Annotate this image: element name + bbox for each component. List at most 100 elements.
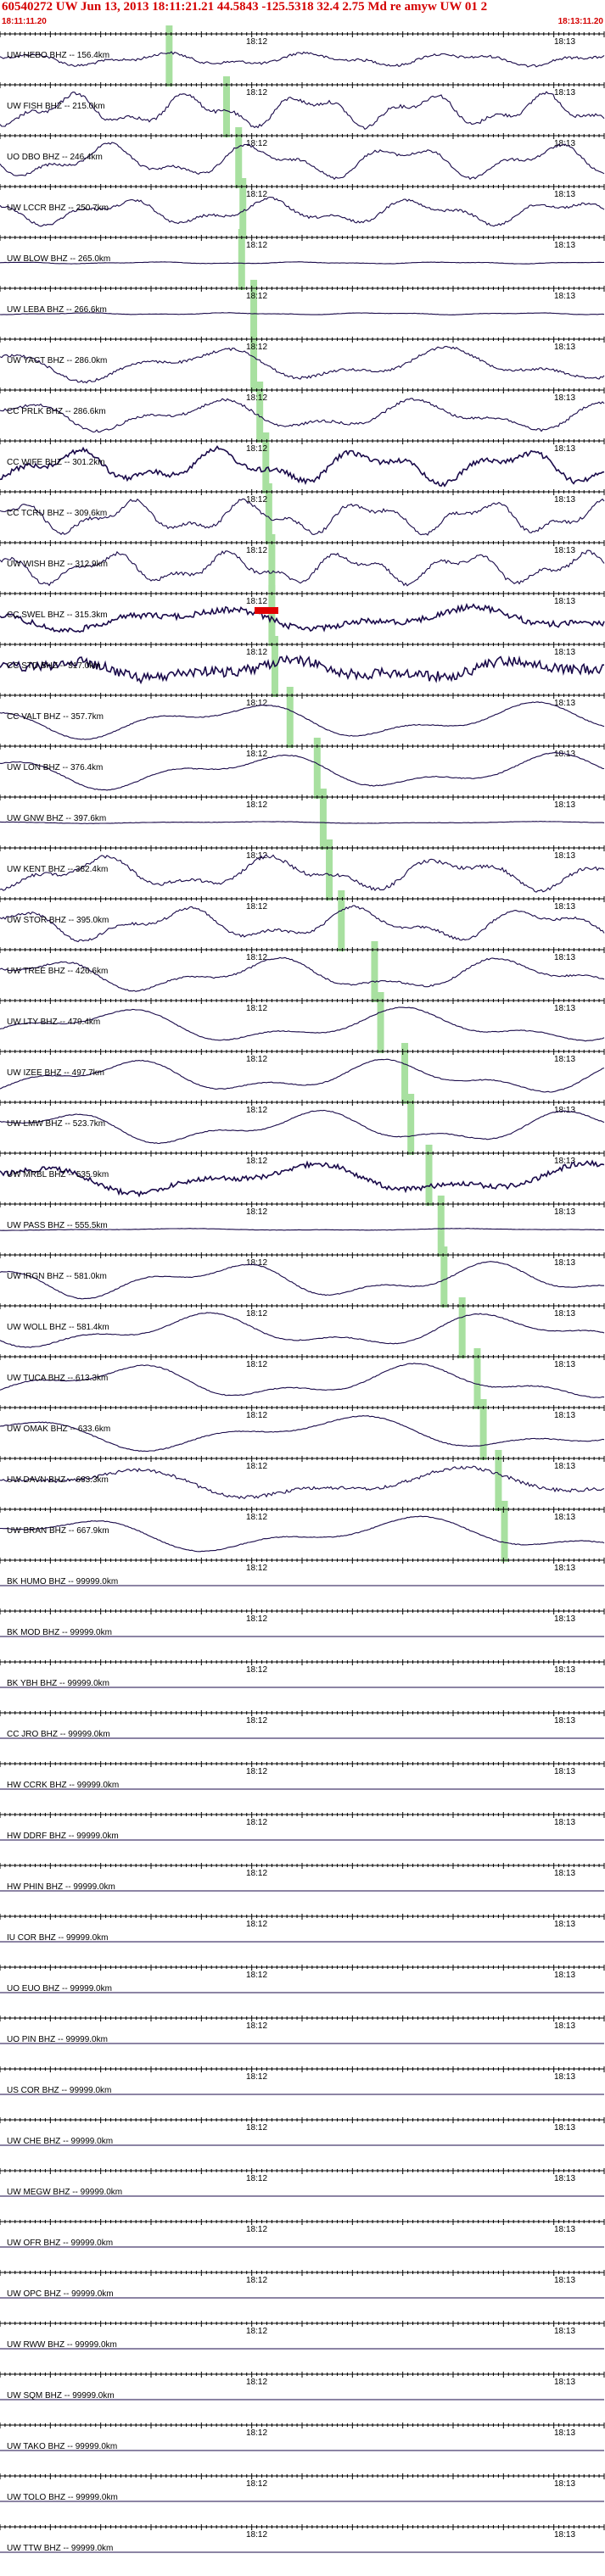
station-row[interactable]: 18:12 18:13 UW LMW BHZ -- 523.7km [0, 1094, 605, 1155]
pick-marker[interactable] [437, 1196, 445, 1257]
station-row[interactable]: 18:12 18:13 UW PASS BHZ -- 555.5km [0, 1196, 605, 1257]
tick-label-mid: 18:12 [246, 851, 267, 861]
station-row[interactable]: 18:12 18:13 UW KENT BHZ -- 382.4km [0, 839, 605, 900]
station-label: UW TUCA BHZ -- 613.3km [7, 1374, 108, 1383]
pick-marker[interactable] [250, 331, 258, 392]
seismogram-panel[interactable]: 18:12 18:13 UW HEBO BHZ -- 156.4km 18:12 18:… [0, 25, 605, 2576]
waveform-trace [0, 1159, 605, 1198]
station-label: UW BLOW BHZ -- 265.0km [7, 254, 110, 264]
tick-label-mid: 18:12 [246, 292, 267, 301]
tick-label-mid: 18:12 [246, 1360, 267, 1369]
station-row[interactable]: 18:12 18:13 UW LEBA BHZ -- 266.6km [0, 280, 605, 341]
pick-marker[interactable] [235, 127, 243, 188]
tick-label-mid: 18:12 [246, 1869, 267, 1878]
pick-marker[interactable] [286, 687, 294, 748]
station-row[interactable]: 18:12 18:13 UW HEBO BHZ -- 156.4km [0, 25, 605, 86]
tick-label-end: 18:13 [554, 597, 575, 606]
pick-marker[interactable] [238, 229, 245, 290]
station-row[interactable]: 18:12 18:13 IU COR BHZ -- 99999.0km [0, 1914, 605, 1943]
tick-label-end: 18:13 [554, 699, 575, 708]
pick-marker[interactable] [268, 585, 276, 646]
pick-marker[interactable] [256, 382, 264, 443]
pick-marker[interactable] [401, 1043, 409, 1104]
station-row[interactable]: 18:12 18:13 UW MRBL BHZ -- 535.9km [0, 1145, 605, 1206]
pick-marker[interactable] [479, 1399, 487, 1460]
station-row[interactable]: 18:12 18:13 UW LCCR BHZ -- 250.7km [0, 178, 605, 239]
pick-marker[interactable] [165, 25, 173, 86]
station-row[interactable]: 18:12 18:13 UW OMAK BHZ -- 633.6km [0, 1399, 605, 1460]
tick-label-mid: 18:12 [246, 139, 267, 148]
pick-marker[interactable] [338, 890, 345, 951]
station-row[interactable]: 18:12 18:13 CC SWEL BHZ -- 315.3km [0, 585, 605, 646]
axis-ticks [0, 1914, 605, 1920]
station-row[interactable]: 18:12 18:13 UW WOLL BHZ -- 581.4km [0, 1297, 605, 1358]
station-row[interactable]: 18:12 18:13 UW DAVN BHZ -- 663.3km [0, 1450, 605, 1511]
station-row[interactable]: 18:12 18:13 UW STOR BHZ -- 395.0km [0, 890, 605, 951]
pick-marker[interactable] [458, 1297, 466, 1358]
pick-marker[interactable] [326, 839, 333, 900]
station-row[interactable]: 18:12 18:13 UW BLOW BHZ -- 265.0km [0, 229, 605, 290]
station-row[interactable]: 18:12 18:13 UW WISH BHZ -- 312.9km [0, 534, 605, 595]
pick-marker[interactable] [501, 1501, 508, 1562]
tick-label-mid: 18:12 [246, 444, 267, 454]
station-row[interactable]: 18:12 18:13 CC PRLK BHZ -- 286.6km [0, 382, 605, 443]
station-label: HW CCRK BHZ -- 99999.0km [7, 1781, 119, 1790]
station-label: BK HUMO BHZ -- 99999.0km [7, 1577, 118, 1586]
pick-marker[interactable] [239, 178, 247, 239]
station-row[interactable]: 18:12 18:13 HW CCRK BHZ -- 99999.0km [0, 1761, 605, 1790]
station-row[interactable]: 18:12 18:13 UW IRGN BHZ -- 581.0km [0, 1246, 605, 1308]
pick-marker[interactable] [407, 1094, 415, 1155]
station-row[interactable]: 18:12 18:13 UW LTY BHZ -- 479.4km [0, 992, 605, 1053]
pick-marker[interactable] [473, 1348, 481, 1409]
station-row[interactable]: 18:12 18:13 CC STD BHZ -- 317.0km [0, 636, 605, 697]
pick-marker[interactable] [262, 432, 270, 493]
station-row[interactable]: 18:12 18:13 BK YBH BHZ -- 99999.0km [0, 1659, 605, 1688]
pick-marker[interactable] [268, 534, 276, 595]
station-row[interactable]: 18:12 18:13 CC TCRU BHZ -- 309.6km [0, 483, 605, 544]
station-row[interactable]: 18:12 18:13 BK HUMO BHZ -- 99999.0km [0, 1558, 605, 1586]
tick-label-end: 18:13 [554, 241, 575, 250]
station-label: UW GNW BHZ -- 397.6km [7, 814, 106, 823]
pick-marker[interactable] [313, 738, 321, 799]
pick-marker[interactable] [377, 992, 384, 1053]
station-row[interactable]: 18:12 18:13 CC VALT BHZ -- 357.7km [0, 687, 605, 748]
pick-marker[interactable] [440, 1246, 448, 1308]
axis-ticks [0, 1405, 605, 1411]
pick-marker[interactable] [319, 789, 327, 850]
station-label: UW LTY BHZ -- 479.4km [7, 1018, 100, 1027]
tick-label-end: 18:13 [554, 37, 575, 47]
station-label: UW IRGN BHZ -- 581.0km [7, 1272, 107, 1281]
station-row[interactable]: 18:12 18:13 HW DDRF BHZ -- 99999.0km [0, 1812, 605, 1841]
station-row[interactable]: 18:12 18:13 UW GNW BHZ -- 397.6km [0, 789, 605, 850]
station-row[interactable]: 18:12 18:13 HW PHIN BHZ -- 99999.0km [0, 1863, 605, 1892]
station-row[interactable]: 18:12 18:13 UW TREE BHZ -- 426.6km [0, 941, 605, 1002]
pick-marker[interactable] [425, 1145, 433, 1206]
tick-label-end: 18:13 [554, 292, 575, 301]
waveform-trace [0, 1261, 604, 1300]
axis-ticks [0, 693, 605, 699]
waveform-trace [0, 498, 605, 536]
station-row[interactable]: 18:12 18:13 BK MOD BHZ -- 99999.0km [0, 1609, 605, 1637]
station-label: UW HEBO BHZ -- 156.4km [7, 51, 109, 60]
pick-marker[interactable] [265, 483, 272, 544]
station-row[interactable]: 18:12 18:13 UW BRAN BHZ -- 667.9km [0, 1501, 605, 1562]
station-row[interactable]: 18:12 18:13 UW FISH BHZ -- 215.0km [0, 76, 605, 137]
tick-label-mid: 18:12 [246, 343, 267, 352]
station-row[interactable]: 18:12 18:13 CC WIFE BHZ -- 301.2km [0, 432, 605, 493]
station-row[interactable]: 18:12 18:13 UO DBO BHZ -- 246.4km [0, 127, 605, 188]
pick-marker[interactable] [371, 941, 378, 1002]
station-row[interactable]: 18:12 18:13 UW YACT BHZ -- 286.0km [0, 331, 605, 392]
station-row[interactable]: 18:12 18:13 UW IZEE BHZ -- 497.7km [0, 1043, 605, 1104]
tick-label-end: 18:13 [554, 1309, 575, 1319]
station-row[interactable]: 18:12 18:13 CC JRO BHZ -- 99999.0km [0, 1710, 605, 1739]
pick-marker[interactable] [495, 1450, 502, 1511]
station-label: UW IZEE BHZ -- 497.7km [7, 1068, 104, 1078]
station-row[interactable]: 18:12 18:13 UW TUCA BHZ -- 613.3km [0, 1348, 605, 1409]
axis-ticks [0, 1965, 605, 1971]
tick-label-end: 18:13 [554, 1004, 575, 1013]
pick-marker[interactable] [223, 76, 230, 137]
pick-marker[interactable] [250, 280, 258, 341]
